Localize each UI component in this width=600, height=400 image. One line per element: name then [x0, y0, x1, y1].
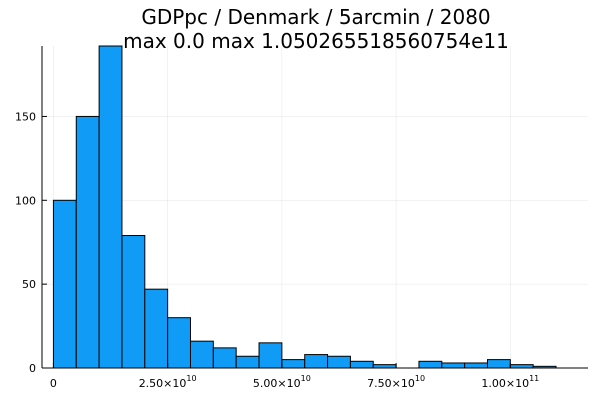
x-tick-mantissa: 2.50×10	[139, 377, 187, 390]
histogram-bar	[167, 317, 191, 369]
histogram-bar	[464, 362, 488, 369]
histogram-bar	[235, 355, 260, 369]
histogram-bar	[441, 362, 466, 369]
y-tick-label: 100	[15, 194, 36, 207]
y-tick-label: 150	[15, 110, 36, 123]
x-tick-label: 7.50×1010	[367, 374, 425, 390]
axes	[41, 46, 588, 369]
y-tick-label: 50	[22, 278, 36, 291]
histogram-bar	[75, 115, 100, 369]
x-tick-label: 1.00×1011	[481, 374, 539, 390]
x-tick-label: 5.00×1010	[253, 374, 311, 390]
x-tick-mantissa: 1.00×10	[481, 377, 529, 390]
x-tick-label: 2.50×1010	[139, 374, 197, 390]
x-tick-exponent: 11	[529, 374, 539, 383]
histogram-bar	[144, 288, 169, 369]
x-tick-exponent: 10	[301, 374, 311, 383]
histogram-bar	[372, 364, 397, 369]
x-tick-exponent: 10	[415, 374, 425, 383]
tick-labels: 0 2.50×1010 5.00×1010 7.50×1010 1.00×1011050…	[15, 110, 539, 390]
chart-subtitle: max 0.0 max 1.050265518560754e11	[123, 29, 509, 53]
histogram-bar	[258, 342, 283, 369]
histogram-bar	[52, 199, 77, 369]
histogram-bar	[281, 359, 306, 369]
histogram-bar	[418, 360, 443, 369]
x-tick-exponent: 10	[186, 374, 196, 383]
histogram-bar	[98, 45, 123, 369]
x-tick-mantissa: 0	[50, 377, 57, 390]
histogram-bar	[349, 360, 374, 369]
x-tick-mantissa: 7.50×10	[367, 377, 415, 390]
histogram-bar	[486, 359, 511, 369]
histogram-bar	[304, 354, 329, 369]
histogram-bar	[327, 355, 351, 369]
chart-title: GDPpc / Denmark / 5arcmin / 2080	[141, 5, 490, 29]
histogram-bar	[509, 364, 534, 369]
y-tick-label: 0	[29, 362, 36, 375]
histogram-bar	[189, 340, 214, 369]
histogram-bar	[121, 235, 146, 369]
bars	[52, 45, 557, 369]
x-tick-mantissa: 5.00×10	[253, 377, 301, 390]
x-tick-label: 0	[50, 377, 57, 390]
histogram-bar	[212, 347, 237, 369]
